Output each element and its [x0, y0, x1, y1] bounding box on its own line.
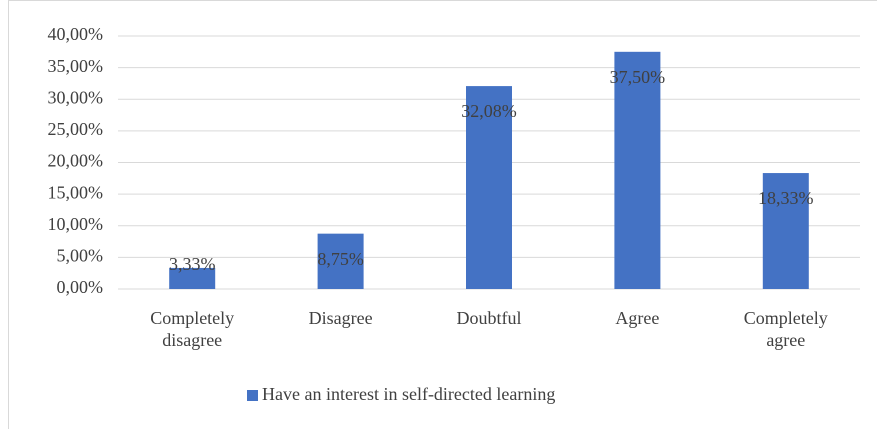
bar [169, 267, 216, 289]
bar [614, 51, 661, 289]
chart-border [8, 0, 877, 429]
y-tick-label: 30,00% [48, 87, 104, 107]
y-tick-label: 20,00% [48, 151, 104, 171]
x-tick-label: Completely disagree [150, 308, 235, 350]
data-label: 8,75% [317, 249, 364, 269]
x-tick-label: Agree [615, 308, 660, 328]
y-tick-label: 25,00% [48, 119, 104, 139]
legend-label: Have an interest in self-directed learni… [262, 384, 555, 404]
y-tick-label: 0,00% [57, 277, 104, 297]
y-tick-label: 35,00% [48, 56, 104, 76]
data-label: 18,33% [758, 188, 814, 208]
y-tick-label: 40,00% [48, 24, 104, 44]
data-label: 32,08% [461, 101, 517, 121]
y-tick-label: 15,00% [48, 182, 104, 202]
bar [317, 233, 364, 289]
data-label: 37,50% [610, 67, 666, 87]
y-tick-label: 10,00% [48, 214, 104, 234]
legend-swatch [247, 390, 258, 401]
x-tick-label: Doubtful [456, 308, 522, 328]
data-label: 3,33% [169, 254, 216, 274]
bar [762, 173, 809, 289]
y-tick-label: 5,00% [57, 246, 104, 266]
x-tick-label: Disagree [308, 308, 373, 328]
bar [466, 86, 512, 290]
x-tick-label: Completely agree [743, 308, 828, 350]
